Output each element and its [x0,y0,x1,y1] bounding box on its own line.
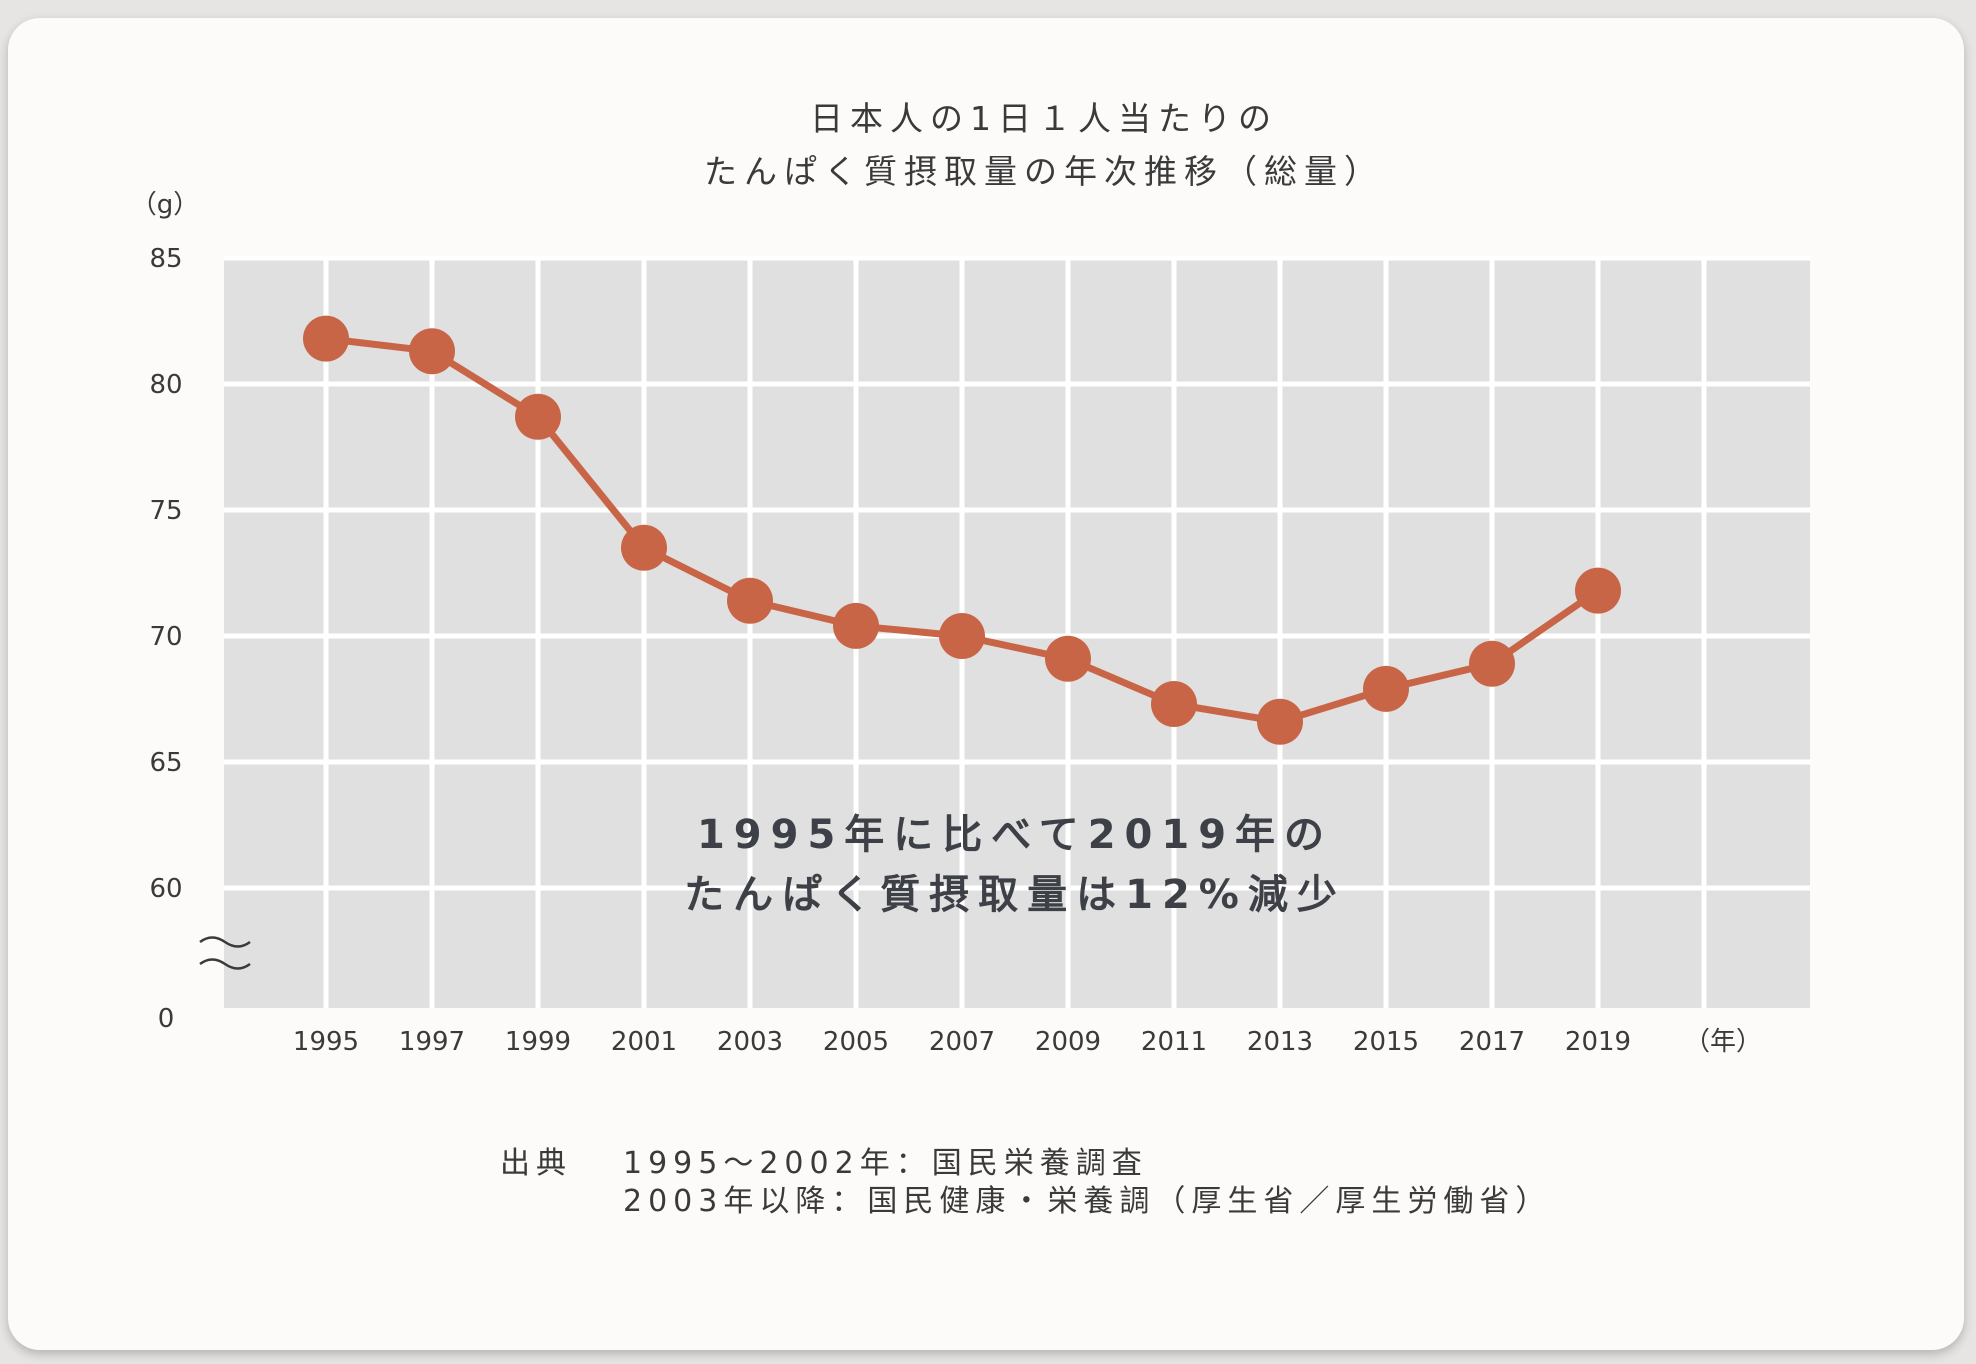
annotation-line-1: 1995年に比べて2019年の [697,812,1333,858]
x-tick-label: 2015 [1353,1027,1419,1057]
chart-title-line-2: たんぱく質摂取量の年次推移（総量） [704,152,1384,191]
x-tick-label: 2011 [1141,1027,1207,1057]
x-tick-label: 1997 [399,1027,465,1057]
x-tick-label: 2001 [611,1027,677,1057]
data-point [1045,635,1091,682]
source-line-1: 1995～2002年：国民栄養調査 [623,1146,1148,1181]
data-point [1469,640,1515,687]
chart-title-line-1: 日本人の1日１人当たりの [810,99,1278,138]
annotation-line-2: たんぱく質摂取量は12%減少 [684,872,1346,918]
y-tick-label: 75 [149,496,182,526]
x-axis-ticks: 1995 1997 1999 2001 2003 2005 2007 2009 2011 2013… [293,1027,1631,1057]
data-point [1363,665,1409,712]
data-point [1575,567,1621,614]
source-label: 出典 [500,1146,572,1181]
y-tick-label: 65 [149,748,182,778]
y-tick-label: 80 [149,370,182,400]
y-tick-label: 0 [158,1004,175,1034]
data-point [1257,698,1303,745]
data-point [1151,681,1197,727]
y-tick-label: 85 [149,244,182,274]
data-point [515,393,561,440]
data-point [833,602,879,649]
axis-break-icon [199,936,251,970]
data-point [727,577,773,624]
x-tick-label: 2013 [1247,1027,1313,1057]
y-axis-ticks: 85 80 75 70 65 60 0 [149,244,182,1034]
x-tick-label: 2003 [717,1027,783,1057]
y-unit-label: （g） [131,190,200,220]
x-tick-label: 2017 [1459,1027,1525,1057]
data-point [409,328,455,375]
x-unit-label: （年） [1684,1027,1762,1057]
source-line-2: 2003年以降：国民健康・栄養調（厚生省／厚生労働省） [623,1184,1551,1219]
y-tick-label: 70 [149,622,182,652]
x-tick-label: 2019 [1565,1027,1631,1057]
x-tick-label: 2009 [1035,1027,1101,1057]
x-tick-label: 1995 [293,1027,359,1057]
data-point [939,613,985,659]
y-tick-label: 60 [149,874,182,904]
series-group [303,315,1621,745]
x-tick-label: 2007 [929,1027,995,1057]
x-tick-label: 2005 [823,1027,889,1057]
data-point [303,315,349,362]
data-point [621,524,667,571]
x-tick-label: 1999 [505,1027,571,1057]
